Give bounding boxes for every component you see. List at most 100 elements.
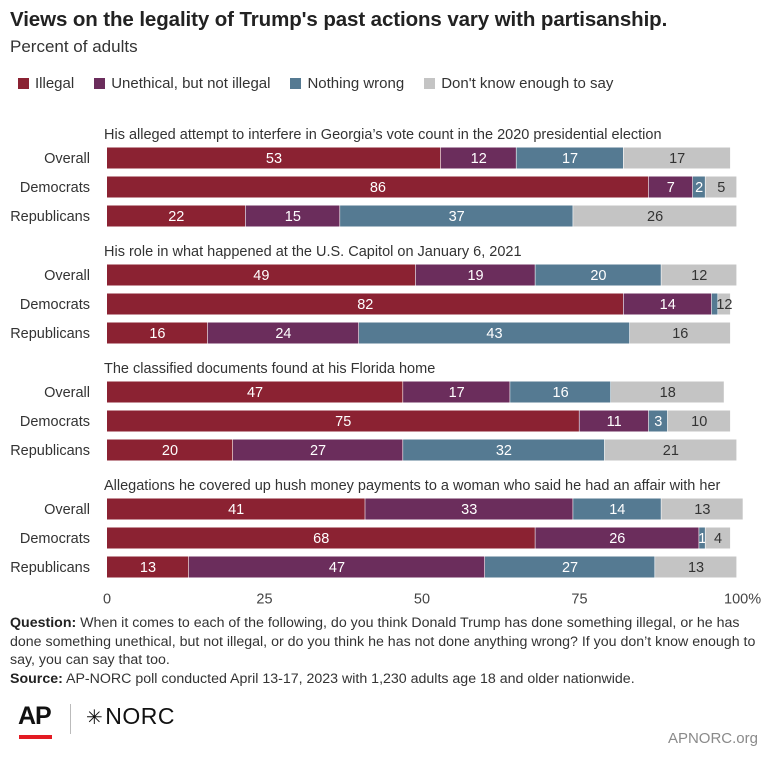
bar-segment — [718, 293, 731, 315]
bar-segment — [188, 556, 485, 578]
data-label: 16 — [149, 326, 165, 342]
data-label: 13 — [688, 560, 704, 576]
data-label: 37 — [449, 209, 465, 225]
data-label: 1 — [698, 531, 706, 547]
data-label: 27 — [562, 560, 578, 576]
data-label: 49 — [253, 268, 269, 284]
bar-segment — [692, 176, 705, 198]
bar-segment — [535, 527, 699, 549]
data-label: 16 — [553, 385, 569, 401]
row-label: Republicans — [10, 326, 90, 342]
bar-segment — [705, 176, 737, 198]
bar-segment — [485, 556, 655, 578]
legend-label-dont-know: Don't know enough to say — [441, 75, 614, 92]
data-label: 20 — [162, 443, 178, 459]
bar-segment — [107, 527, 535, 549]
brand-row: AP ✳NORC APNORC.org — [18, 700, 758, 747]
group-title: His role in what happened at the U.S. Ca… — [104, 244, 522, 260]
chart-subtitle: Percent of adults — [10, 37, 138, 56]
chart-footer: Question: When it comes to each of the f… — [10, 614, 762, 688]
bar-segment — [579, 410, 649, 432]
bar-segment — [365, 498, 573, 520]
site-link[interactable]: APNORC.org — [667, 730, 758, 747]
ap-logo: AP — [18, 702, 52, 730]
bar-segment — [107, 293, 623, 315]
legend-swatch-nothing-wrong — [290, 78, 302, 89]
bar-segment — [516, 147, 623, 169]
question-note: Question: When it comes to each of the f… — [10, 614, 762, 670]
legend-swatch-dont-know — [424, 78, 436, 89]
bar-segment — [403, 381, 510, 403]
data-label: 18 — [660, 385, 676, 401]
bar-segment — [648, 410, 668, 432]
bar-segment — [573, 205, 737, 227]
data-label: 17 — [669, 151, 685, 167]
bar-segment — [107, 410, 579, 432]
bar-segment — [604, 439, 737, 461]
data-label: 12 — [691, 268, 707, 284]
data-label: 4 — [714, 531, 722, 547]
data-label: 11 — [607, 414, 622, 430]
bar-segment — [623, 293, 712, 315]
source-note: Source: AP-NORC poll conducted April 13-… — [10, 670, 762, 689]
legend: Illegal Unethical, but not illegal Nothi… — [18, 75, 758, 92]
group-title: His alleged attempt to interfere in Geor… — [104, 127, 662, 143]
data-label: 16 — [672, 326, 688, 342]
legend-swatch-unethical — [94, 78, 106, 89]
bar-segment — [611, 381, 724, 403]
data-label: 17 — [449, 385, 465, 401]
bar-segment — [705, 527, 731, 549]
data-label: 2 — [695, 180, 703, 196]
data-label: 19 — [467, 268, 483, 284]
bar-segment — [535, 264, 661, 286]
data-label: 7 — [667, 180, 675, 196]
bar-segment — [661, 498, 743, 520]
data-label: 13 — [694, 502, 710, 518]
data-label: 68 — [313, 531, 329, 547]
ap-logo-underline — [19, 735, 52, 739]
data-label: 82 — [357, 297, 373, 313]
legend-item-unethical: Unethical, but not illegal — [94, 75, 270, 92]
row-label: Overall — [44, 268, 90, 284]
row-label: Republicans — [10, 209, 90, 225]
chart-title: Views on the legality of Trump's past ac… — [10, 8, 668, 31]
bar-segment — [107, 381, 403, 403]
data-label: 26 — [647, 209, 663, 225]
bar-segment — [661, 264, 737, 286]
bar-segment — [359, 322, 630, 344]
norc-star-icon: ✳ — [86, 707, 104, 729]
row-label: Overall — [44, 385, 90, 401]
bar-segment — [655, 556, 737, 578]
stacked-bar-chart: His alleged attempt to interfere in Geor… — [10, 127, 761, 608]
data-label: 14 — [609, 502, 625, 518]
question-label: Question: — [10, 615, 77, 631]
data-label: 5 — [717, 180, 725, 196]
data-label: 33 — [461, 502, 477, 518]
bar-segment — [415, 264, 535, 286]
bar-segment — [207, 322, 359, 344]
data-label: 15 — [285, 209, 301, 225]
data-label: 22 — [168, 209, 184, 225]
x-tick-label: 100% — [724, 592, 761, 608]
data-label: 47 — [329, 560, 345, 576]
row-label: Democrats — [20, 180, 90, 196]
row-label: Republicans — [10, 560, 90, 576]
data-label: 47 — [247, 385, 263, 401]
bar-segment — [107, 322, 208, 344]
data-label: 13 — [140, 560, 156, 576]
bar-segment — [699, 527, 705, 549]
data-label: 12 — [471, 151, 487, 167]
bar-segment — [107, 556, 189, 578]
legend-label-unethical: Unethical, but not illegal — [111, 75, 271, 92]
norc-logo: ✳NORC — [86, 703, 175, 730]
data-label: 14 — [660, 297, 676, 313]
legend-label-illegal: Illegal — [35, 75, 75, 92]
legend-item-illegal: Illegal — [18, 75, 74, 92]
row-label: Overall — [44, 151, 90, 167]
source-text: AP-NORC poll conducted April 13-17, 2023… — [62, 670, 635, 687]
data-label: 20 — [590, 268, 606, 284]
row-label: Republicans — [10, 443, 90, 459]
data-label: 21 — [663, 443, 679, 459]
legend-label-nothing-wrong: Nothing wrong — [307, 75, 405, 92]
bar-segment — [623, 147, 731, 169]
